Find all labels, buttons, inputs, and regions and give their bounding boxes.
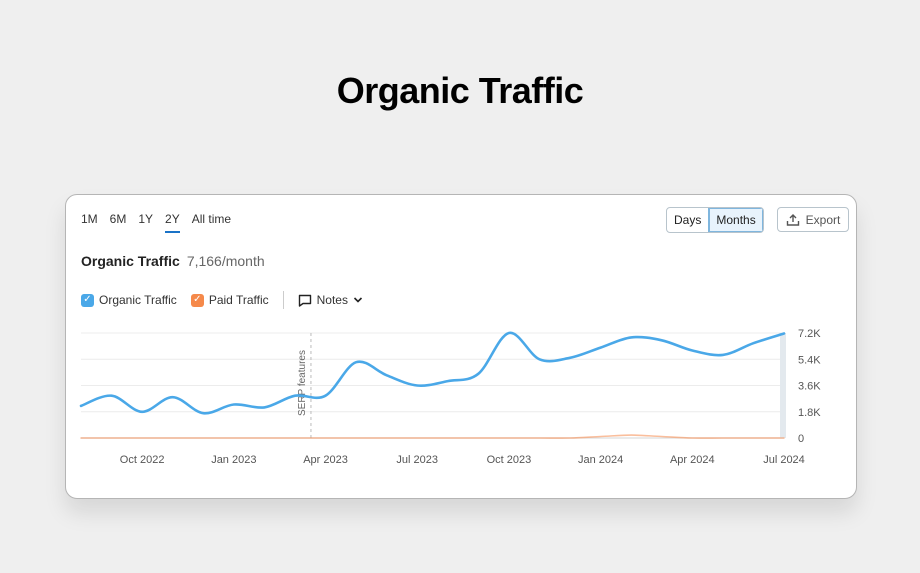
- organic-data-point: [568, 356, 572, 360]
- x-tick-label: Jul 2024: [763, 454, 805, 466]
- organic-data-point: [79, 404, 83, 408]
- traffic-value: 7,166/month: [186, 253, 265, 269]
- export-button[interactable]: Export: [777, 207, 849, 232]
- chart-title: Organic Traffic: [81, 253, 180, 269]
- organic-data-point: [537, 357, 541, 361]
- legend: ✓ Organic Traffic ✓ Paid Traffic Notes: [81, 291, 363, 309]
- legend-organic-label: Organic Traffic: [99, 293, 177, 307]
- organic-data-point: [171, 395, 175, 399]
- tab-6m[interactable]: 6M: [109, 212, 127, 226]
- paid-traffic-line: [80, 434, 785, 439]
- upload-icon: [786, 213, 799, 226]
- paid-data-point: [385, 436, 389, 440]
- organic-data-point: [110, 394, 114, 398]
- paid-data-point: [324, 436, 328, 440]
- paid-data-point: [537, 436, 541, 440]
- organic-traffic-line: [79, 331, 786, 415]
- y-tick-label: 1.8K: [798, 407, 821, 419]
- organic-data-point: [476, 372, 480, 376]
- organic-data-point: [140, 410, 144, 414]
- x-tick-label: Oct 2023: [487, 454, 532, 466]
- page-headline: Organic Traffic: [336, 70, 584, 111]
- notes-label: Notes: [316, 293, 348, 307]
- paid-data-point: [568, 436, 572, 440]
- organic-data-point: [782, 331, 786, 335]
- paid-data-point: [232, 436, 236, 440]
- y-tick-label: 5.4K: [798, 354, 821, 366]
- organic-data-point: [232, 402, 236, 406]
- x-tick-label: Jul 2023: [396, 454, 438, 466]
- traffic-chart-card: 1M 6M 1Y 2Y All time Days Months Export …: [65, 194, 857, 499]
- organic-data-point: [629, 335, 633, 339]
- tab-all-time[interactable]: All time: [191, 212, 232, 226]
- tab-1m[interactable]: 1M: [81, 212, 98, 226]
- paid-data-point: [782, 436, 786, 440]
- x-tick-label: Oct 2022: [120, 454, 165, 466]
- check-icon: ✓: [81, 293, 94, 307]
- check-icon: ✓: [190, 293, 204, 307]
- y-tick-label: 7.2K: [798, 328, 821, 340]
- export-label: Export: [805, 212, 841, 227]
- tab-1y[interactable]: 1Y: [138, 212, 154, 226]
- granularity-toggle: Days Months: [666, 207, 764, 233]
- organic-data-point: [324, 394, 328, 398]
- paid-data-point: [79, 436, 83, 440]
- organic-data-point: [293, 394, 297, 398]
- paid-data-point: [354, 436, 358, 440]
- organic-data-point: [385, 373, 389, 377]
- days-button[interactable]: Days: [674, 213, 702, 227]
- x-tick-label: Jan 2024: [578, 454, 623, 466]
- annotation-label: SERP features: [297, 350, 308, 416]
- months-button[interactable]: Months: [708, 208, 763, 232]
- organic-data-point: [262, 405, 266, 409]
- paid-data-point: [751, 436, 755, 440]
- x-tick-label: Apr 2024: [670, 454, 715, 466]
- organic-data-point: [751, 341, 755, 345]
- organic-data-point: [507, 331, 511, 335]
- notes-dropdown[interactable]: Notes: [298, 293, 363, 307]
- paid-data-point: [660, 435, 664, 439]
- organic-data-point: [201, 411, 205, 415]
- organic-data-point: [415, 384, 419, 388]
- paid-data-point: [476, 436, 480, 440]
- chevron-down-icon: [353, 297, 363, 303]
- paid-data-point: [262, 436, 266, 440]
- comment-icon: [298, 294, 311, 307]
- organic-data-point: [660, 338, 664, 342]
- paid-data-point: [110, 436, 114, 440]
- paid-data-point: [690, 436, 694, 440]
- organic-data-point: [354, 360, 358, 364]
- paid-data-point: [721, 436, 725, 440]
- paid-data-point: [201, 436, 205, 440]
- organic-data-point: [721, 353, 725, 357]
- range-tabs: 1M 6M 1Y 2Y All time: [81, 212, 231, 233]
- paid-data-point: [171, 436, 175, 440]
- legend-organic-toggle[interactable]: ✓ Organic Traffic: [81, 293, 177, 307]
- y-tick-label: 3.6K: [798, 381, 821, 393]
- legend-paid-label: Paid Traffic: [208, 293, 269, 307]
- current-month-highlight: [780, 333, 786, 438]
- organic-data-point: [599, 346, 603, 350]
- legend-paid-toggle[interactable]: ✓ Paid Traffic: [190, 293, 269, 307]
- paid-data-point: [293, 436, 297, 440]
- paid-data-point: [446, 436, 450, 440]
- paid-data-point: [507, 436, 511, 440]
- x-tick-label: Apr 2023: [303, 454, 348, 466]
- divider: [282, 291, 284, 309]
- organic-data-point: [446, 379, 450, 383]
- summary: Organic Traffic 7,166/month: [81, 253, 265, 269]
- x-tick-label: Jan 2023: [211, 454, 256, 466]
- y-tick-label: 0: [798, 433, 804, 445]
- tab-2y[interactable]: 2Y: [165, 212, 180, 233]
- organic-data-point: [690, 349, 694, 353]
- paid-data-point: [599, 435, 603, 439]
- traffic-line-chart: 0 1.8K 3.6K 5.4K 7.2K Oct 2022 Jan 2023 Apr 202…: [79, 328, 821, 466]
- paid-data-point: [140, 436, 144, 440]
- paid-data-point: [415, 436, 419, 440]
- paid-data-point: [629, 433, 633, 437]
